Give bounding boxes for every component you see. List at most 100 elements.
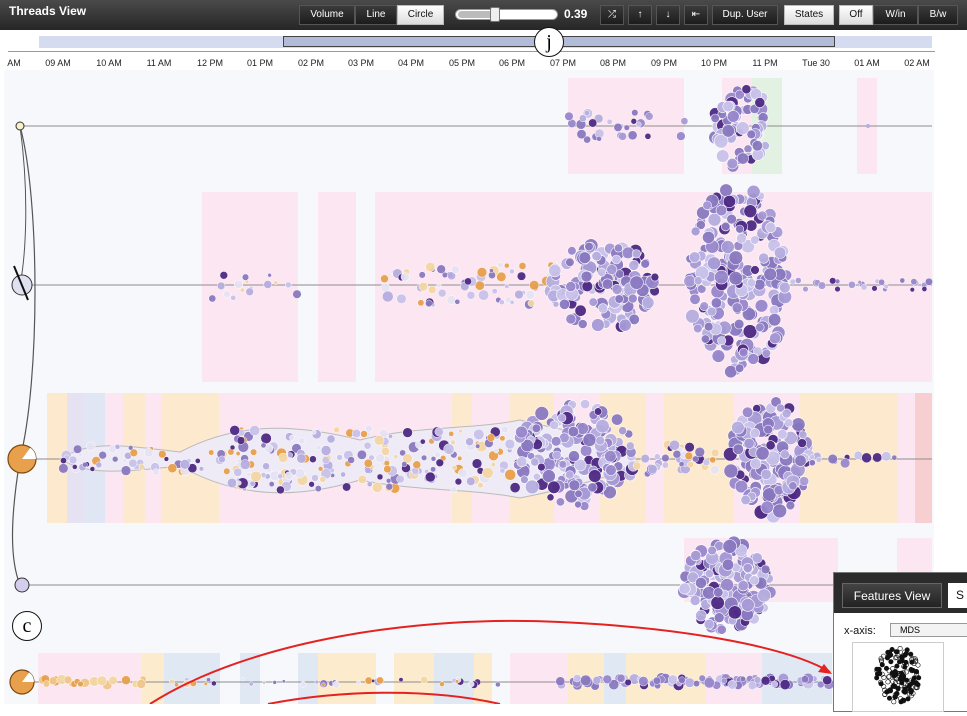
states-within-button[interactable]: W/in — [873, 5, 918, 25]
message-circle — [707, 212, 722, 227]
spacing-slider-fill — [458, 11, 493, 18]
message-circle — [457, 455, 463, 461]
message-circle — [707, 256, 721, 271]
states-between-button[interactable]: B/w — [918, 5, 958, 25]
message-circle — [595, 419, 610, 434]
message-circle — [618, 318, 632, 332]
message-circle — [478, 289, 490, 301]
message-circle — [626, 441, 635, 451]
message-circle — [504, 262, 510, 269]
message-circle — [95, 461, 103, 469]
message-circle — [789, 278, 796, 285]
message-circle — [731, 420, 745, 435]
message-circle — [618, 426, 627, 436]
scatter-point — [883, 665, 889, 671]
message-circle — [640, 454, 650, 464]
message-circle — [276, 485, 285, 495]
message-circle — [564, 111, 574, 121]
line-mode-button[interactable]: Line — [355, 5, 397, 25]
message-circle — [853, 450, 863, 460]
message-circle — [574, 500, 582, 509]
message-circle — [393, 454, 399, 460]
features-view-tab[interactable]: Features View — [842, 583, 942, 608]
message-circle — [467, 680, 475, 688]
arrow-down-icon[interactable]: ↓ — [656, 5, 680, 25]
message-circle — [749, 575, 760, 586]
message-circle — [267, 272, 272, 278]
message-circle — [605, 464, 617, 476]
collapse-icon[interactable]: ⇤ — [684, 5, 708, 25]
message-circle — [326, 434, 336, 444]
scatter-point — [892, 694, 898, 700]
message-circle — [613, 122, 623, 132]
message-circle — [736, 152, 749, 165]
message-circle — [495, 681, 501, 688]
spacing-slider-track[interactable] — [455, 9, 558, 20]
message-circle — [542, 469, 556, 483]
message-circle — [751, 552, 763, 564]
states-off-button[interactable]: Off — [839, 5, 873, 25]
message-circle — [579, 114, 587, 123]
message-circle — [77, 452, 83, 458]
message-circle — [688, 251, 701, 263]
message-circle — [580, 674, 592, 687]
spacing-slider-handle[interactable] — [490, 7, 500, 22]
state-band — [318, 192, 356, 382]
message-circle — [857, 280, 862, 285]
message-circle — [227, 478, 237, 488]
message-circle — [371, 678, 376, 683]
dup-user-button[interactable]: Dup. User — [712, 5, 778, 25]
scatter-point — [891, 699, 897, 705]
message-circle — [781, 408, 792, 419]
message-circle — [136, 679, 146, 689]
message-circle — [515, 425, 528, 439]
message-circle — [419, 438, 426, 445]
annotation-c: c — [12, 611, 42, 641]
message-circle — [457, 468, 468, 479]
x-axis-select[interactable]: MDS — [890, 623, 967, 637]
shuffle-icon[interactable]: ⤮ — [600, 5, 624, 25]
state-band — [915, 393, 932, 523]
message-circle — [722, 100, 734, 113]
message-circle — [520, 475, 529, 484]
message-circle — [734, 89, 745, 100]
message-circle — [624, 678, 632, 686]
volume-mode-button[interactable]: Volume — [299, 5, 355, 25]
message-circle — [767, 313, 782, 327]
message-circle — [588, 297, 598, 307]
message-circle — [640, 259, 650, 269]
circle-mode-button[interactable]: Circle — [397, 5, 444, 25]
message-circle — [250, 448, 258, 456]
second-view-tab[interactable]: S — [948, 583, 967, 608]
message-circle — [454, 477, 463, 486]
message-circle — [245, 287, 254, 296]
message-circle — [260, 442, 267, 449]
annotation-j: j — [534, 27, 564, 57]
time-tick: 09 PM — [650, 58, 677, 68]
message-circle — [273, 280, 279, 286]
scatter-point — [907, 687, 913, 693]
message-circle — [909, 287, 915, 293]
message-circle — [816, 680, 825, 689]
scatter-point — [914, 685, 920, 691]
message-circle — [425, 261, 436, 272]
message-circle — [321, 682, 326, 687]
message-circle — [475, 443, 481, 449]
message-circle — [743, 437, 755, 449]
message-circle — [568, 479, 581, 492]
message-circle — [496, 271, 507, 282]
scatter-point — [877, 670, 883, 676]
message-circle — [574, 489, 583, 498]
arrow-up-icon[interactable]: ↑ — [628, 5, 652, 25]
message-circle — [727, 605, 742, 620]
message-circle — [486, 433, 496, 442]
message-circle — [240, 677, 246, 682]
scatter-point — [893, 649, 899, 655]
message-circle — [726, 213, 737, 225]
message-circle — [667, 674, 678, 685]
states-button[interactable]: States — [784, 5, 834, 25]
message-circle — [311, 429, 317, 435]
state-band — [474, 653, 492, 704]
scatter-point — [881, 674, 887, 680]
message-circle — [194, 458, 201, 464]
